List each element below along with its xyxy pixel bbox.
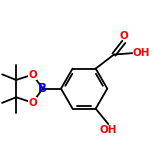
Text: OH: OH bbox=[133, 48, 150, 58]
Text: O: O bbox=[28, 98, 37, 108]
Text: B: B bbox=[38, 82, 47, 95]
Text: O: O bbox=[28, 70, 37, 80]
Text: OH: OH bbox=[100, 125, 117, 135]
Text: O: O bbox=[119, 31, 128, 41]
